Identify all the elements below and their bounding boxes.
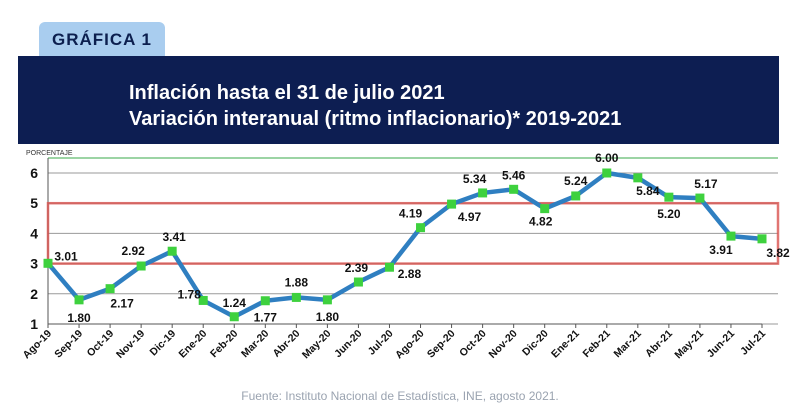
data-label: 5.24 xyxy=(564,174,588,188)
data-label: 5.20 xyxy=(657,207,681,221)
data-label: 1.80 xyxy=(316,310,340,324)
data-label: 1.77 xyxy=(254,311,278,325)
data-point-marker xyxy=(726,231,736,241)
data-label: 5.46 xyxy=(502,168,526,182)
x-tick-label: Mar-21 xyxy=(612,328,645,361)
x-tick-label: Jun-21 xyxy=(705,328,738,361)
data-label: 6.00 xyxy=(595,151,619,165)
x-tick-label: Jul-20 xyxy=(366,328,396,358)
inflation-series-line xyxy=(46,170,763,320)
data-point-marker xyxy=(260,296,270,306)
x-tick-label: Sep-20 xyxy=(425,328,458,361)
data-label: 3.91 xyxy=(709,243,733,257)
data-label: 5.34 xyxy=(463,172,487,186)
x-tick-label: Feb-20 xyxy=(208,328,241,361)
x-tick-label: Dic-19 xyxy=(148,328,179,359)
y-tick-label: 5 xyxy=(30,195,38,211)
data-label: 3.82 xyxy=(766,246,790,260)
x-tick-label: Oct-20 xyxy=(457,328,489,360)
x-tick-label: Abr-20 xyxy=(270,328,302,360)
data-label: 3.41 xyxy=(162,230,186,244)
target-band xyxy=(46,201,780,265)
x-tick-label: Ene-21 xyxy=(549,328,582,361)
data-point-marker xyxy=(695,193,705,203)
data-point-marker xyxy=(43,258,53,268)
x-tick-label: Nov-19 xyxy=(114,328,147,361)
data-label: 3.01 xyxy=(54,249,78,263)
data-label: 2.88 xyxy=(398,267,422,281)
data-point-marker xyxy=(105,284,115,294)
chart-title-line-2: Variación interanual (ritmo inflacionari… xyxy=(129,108,622,130)
data-point-marker xyxy=(136,261,146,271)
data-label: 2.17 xyxy=(110,297,134,311)
y-axis-label: PORCENTAJE xyxy=(26,150,73,157)
data-point-marker xyxy=(229,312,239,322)
data-label: 4.82 xyxy=(529,215,553,229)
x-tick-label: Abr-21 xyxy=(643,328,675,360)
data-label: 1.80 xyxy=(67,311,91,325)
y-tick-label: 1 xyxy=(30,316,38,332)
source-note: Fuente: Instituto Nacional de Estadístic… xyxy=(241,389,559,403)
x-tick-label: Jun-20 xyxy=(332,328,365,361)
x-tick-label: Jul-21 xyxy=(738,328,768,358)
x-tick-label: Sep-19 xyxy=(52,328,85,361)
x-tick-label: Oct-19 xyxy=(85,328,117,360)
data-label: 5.84 xyxy=(636,184,660,198)
x-tick-label: Dic-20 xyxy=(520,328,551,359)
x-tick-label: May-21 xyxy=(672,328,706,362)
chart-number-badge: GRÁFICA 1 xyxy=(39,22,165,58)
data-point-marker xyxy=(602,168,612,178)
data-point-marker xyxy=(478,188,488,198)
data-point-marker xyxy=(757,234,767,244)
x-tick-label: Mar-20 xyxy=(239,328,272,361)
data-point-marker xyxy=(167,246,177,256)
data-point-marker xyxy=(571,191,581,201)
data-label: 1.78 xyxy=(178,287,202,301)
data-point-marker xyxy=(447,199,457,209)
x-tick-label: Nov-20 xyxy=(487,328,520,361)
y-tick-label: 3 xyxy=(30,256,38,272)
x-tick-label: Ene-20 xyxy=(177,328,210,361)
data-point-marker xyxy=(353,277,363,287)
data-point-marker xyxy=(384,262,394,272)
data-point-marker xyxy=(664,192,674,202)
chart-title-line-1: Inflación hasta el 31 de julio 2021 xyxy=(129,82,445,104)
data-point-marker xyxy=(198,295,208,305)
data-label: 4.19 xyxy=(399,207,423,221)
data-label: 5.17 xyxy=(694,177,718,191)
data-point-marker xyxy=(540,204,550,214)
data-label: 1.24 xyxy=(223,296,247,310)
data-point-marker xyxy=(322,295,332,305)
data-point-marker xyxy=(633,173,643,183)
data-label: 1.88 xyxy=(285,275,309,289)
data-label: 4.97 xyxy=(458,210,482,224)
y-tick-label: 6 xyxy=(30,165,38,181)
data-label: 2.92 xyxy=(121,244,145,258)
y-tick-label: 2 xyxy=(30,286,38,302)
x-tick-label: Feb-21 xyxy=(580,328,613,361)
data-point-marker xyxy=(416,223,426,233)
x-tick-label: May-20 xyxy=(300,328,334,362)
data-point-marker xyxy=(509,184,519,194)
x-tick-label: Ago-20 xyxy=(393,328,427,362)
data-label: 2.39 xyxy=(345,261,369,275)
data-point-marker xyxy=(291,292,301,302)
data-point-marker xyxy=(74,295,84,305)
y-tick-label: 4 xyxy=(30,225,38,241)
title-banner: Inflación hasta el 31 de julio 2021 Vari… xyxy=(18,56,779,144)
x-tick-label: Ago-19 xyxy=(20,328,54,362)
